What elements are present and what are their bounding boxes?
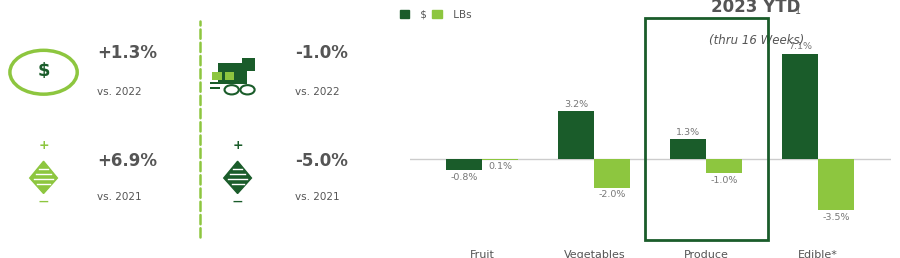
Bar: [210, 82, 220, 84]
Text: —: —: [39, 196, 49, 206]
Bar: [644, 18, 768, 240]
Text: +: +: [232, 139, 243, 152]
Text: —: —: [233, 196, 242, 206]
Circle shape: [240, 85, 255, 94]
Text: -1.0%: -1.0%: [710, 176, 738, 184]
Bar: [446, 159, 482, 171]
Text: (thru 16 Weeks): (thru 16 Weeks): [708, 34, 804, 47]
Legend:  $,  LBs: $, LBs: [395, 5, 476, 24]
Text: vs. 2021: vs. 2021: [97, 192, 141, 202]
Text: 1.3%: 1.3%: [676, 128, 700, 137]
Text: -3.5%: -3.5%: [823, 213, 850, 222]
Text: -2.0%: -2.0%: [598, 190, 625, 199]
Text: 3.2%: 3.2%: [564, 100, 589, 109]
Bar: [818, 159, 854, 210]
Text: vs. 2022: vs. 2022: [97, 87, 141, 96]
Polygon shape: [224, 161, 251, 194]
Text: $: $: [37, 62, 50, 80]
Circle shape: [224, 85, 238, 94]
Text: +1.3%: +1.3%: [97, 44, 157, 62]
Bar: [482, 159, 518, 160]
Text: -0.8%: -0.8%: [451, 173, 478, 182]
Text: -1.0%: -1.0%: [295, 44, 348, 62]
Bar: [210, 87, 220, 89]
Bar: [706, 159, 742, 173]
Text: 7.1%: 7.1%: [788, 42, 813, 51]
Bar: [224, 72, 234, 80]
Bar: [782, 54, 818, 159]
Text: -5.0%: -5.0%: [295, 152, 348, 170]
Text: vs. 2021: vs. 2021: [295, 192, 339, 202]
Bar: [218, 63, 248, 84]
Text: 2023 YTD: 2023 YTD: [712, 0, 801, 16]
Bar: [670, 139, 706, 159]
Text: +: +: [38, 139, 49, 152]
Bar: [594, 159, 630, 188]
Bar: [212, 72, 221, 80]
Bar: [241, 58, 256, 71]
Text: 1: 1: [795, 6, 801, 16]
Text: +6.9%: +6.9%: [97, 152, 157, 170]
Bar: [558, 111, 594, 159]
Text: vs. 2022: vs. 2022: [295, 87, 339, 96]
Text: 0.1%: 0.1%: [488, 162, 512, 171]
Polygon shape: [30, 161, 58, 194]
